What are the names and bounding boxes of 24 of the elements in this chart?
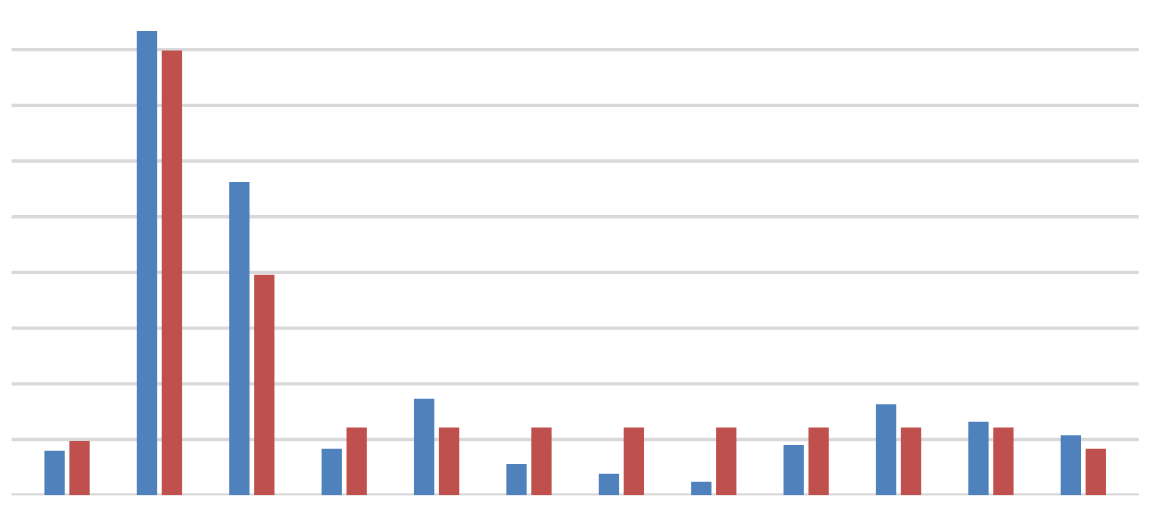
- bar: [531, 427, 552, 496]
- bar: [968, 421, 989, 496]
- bar: [598, 473, 620, 496]
- bar: [69, 440, 90, 496]
- bar: [875, 404, 897, 496]
- bar: [44, 450, 65, 496]
- bar: [623, 427, 645, 496]
- bar: [691, 481, 712, 496]
- bar: [1085, 448, 1106, 496]
- bar: [900, 427, 922, 496]
- bar: [413, 398, 435, 496]
- bar: [161, 50, 183, 496]
- bar: [438, 427, 460, 496]
- bar: [808, 427, 829, 496]
- bar: [993, 427, 1014, 496]
- bar: [506, 464, 527, 496]
- bar: [229, 181, 250, 496]
- bar: [716, 427, 737, 496]
- bar: [1060, 435, 1082, 496]
- bar: [321, 448, 342, 496]
- bar: [783, 445, 804, 496]
- bar: [136, 31, 158, 496]
- bar: [254, 274, 275, 496]
- bar: [346, 427, 367, 496]
